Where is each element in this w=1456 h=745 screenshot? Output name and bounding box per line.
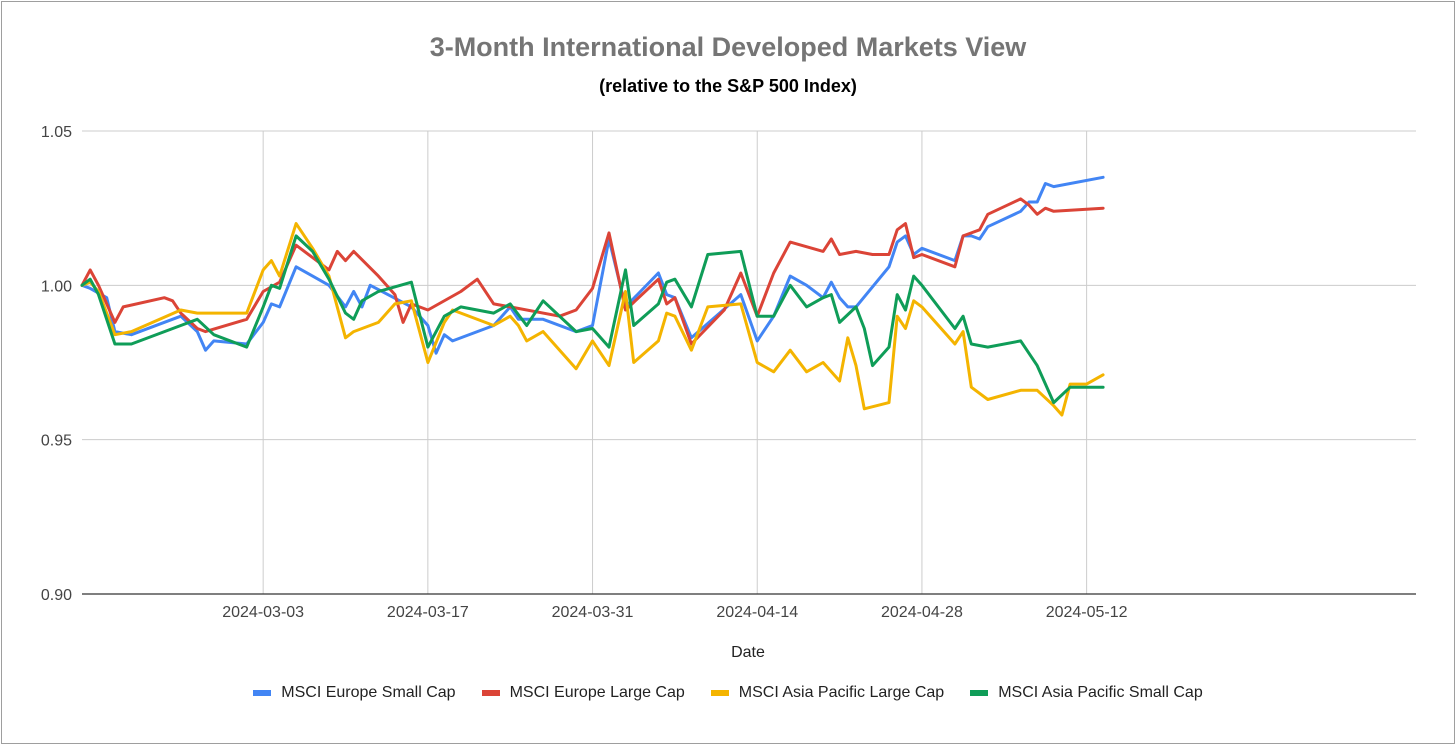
legend-label: MSCI Asia Pacific Large Cap	[738, 684, 945, 701]
legend-item[interactable]: MSCI Europe Small Cap	[253, 684, 456, 702]
series-line	[80, 222, 1105, 417]
legend-item[interactable]: MSCI Europe Large Cap	[481, 684, 685, 702]
series-line	[80, 234, 1105, 405]
x-tick-label: 2024-05-12	[1046, 604, 1128, 621]
series-line	[80, 197, 1105, 346]
legend-label: MSCI Europe Large Cap	[509, 684, 685, 701]
legend-swatch	[253, 690, 272, 696]
y-axis-tick-labels: 0.90 0.95 1.00 1.05	[41, 124, 72, 604]
y-tick-label: 1.00	[41, 278, 72, 295]
legend-swatch	[710, 690, 729, 696]
y-tick-label: 0.95	[41, 433, 72, 450]
x-axis-label: Date	[731, 644, 765, 661]
y-tick-label: 0.90	[41, 587, 72, 604]
x-tick-label: 2024-04-14	[716, 604, 798, 621]
legend-label: MSCI Asia Pacific Small Cap	[998, 684, 1203, 701]
chart-title: 3-Month International Developed Markets …	[429, 32, 1027, 62]
gridlines	[82, 130, 1416, 595]
legend-item[interactable]: MSCI Asia Pacific Large Cap	[710, 684, 945, 702]
legend-item[interactable]: MSCI Asia Pacific Small Cap	[970, 684, 1203, 702]
series-lines	[80, 175, 1105, 417]
x-tick-label: 2024-03-03	[222, 604, 304, 621]
x-tick-label: 2024-03-17	[387, 604, 469, 621]
x-tick-label: 2024-03-31	[552, 604, 634, 621]
x-tick-label: 2024-04-28	[881, 604, 963, 621]
y-tick-label: 1.05	[41, 124, 72, 141]
chart-subtitle: (relative to the S&P 500 Index)	[599, 76, 857, 96]
legend: MSCI Europe Small Cap MSCI Europe Large …	[0, 684, 1456, 702]
x-axis-tick-labels: 2024-03-03 2024-03-17 2024-03-31 2024-04-14…	[222, 604, 1127, 621]
legend-swatch	[970, 690, 989, 696]
legend-swatch	[481, 690, 500, 696]
legend-label: MSCI Europe Small Cap	[281, 684, 456, 701]
